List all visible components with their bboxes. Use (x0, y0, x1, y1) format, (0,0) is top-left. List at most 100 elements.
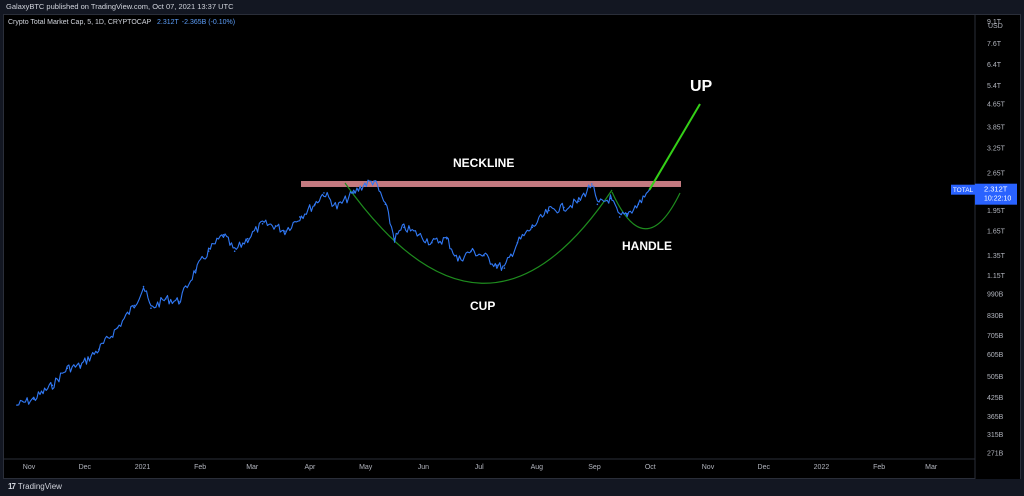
price-data-point (222, 234, 225, 236)
last-price-value: 2.312T (984, 185, 1008, 194)
price-tick-label: 315B (987, 432, 1004, 439)
time-tick-label: Aug (531, 464, 544, 471)
price-data-point (298, 216, 301, 218)
cup-arc[interactable] (344, 182, 613, 284)
time-tick-label: 2021 (135, 464, 151, 471)
handle-arc[interactable] (611, 191, 681, 230)
time-tick-label: 2022 (814, 464, 830, 471)
neckline-label: NECKLINE (453, 156, 515, 170)
price-data-point (503, 267, 506, 269)
time-tick-label: Jul (475, 464, 484, 471)
price-tick-label: 4.65T (987, 101, 1006, 108)
price-data-point (336, 206, 338, 209)
footer-bar: 17 TradingView (0, 479, 1024, 496)
price-axis-unit: USD (988, 23, 1003, 30)
price-data-point (373, 180, 375, 182)
price-data-point (207, 250, 210, 253)
price-data-point (364, 183, 366, 185)
time-tick-label: Sep (588, 464, 601, 471)
price-data-point (66, 367, 69, 370)
chart-legend: Crypto Total Market Cap, 5, 1D, CRYPTOCA… (8, 19, 238, 26)
time-tick-label: Nov (23, 464, 36, 471)
price-data-point (609, 197, 612, 200)
price-data-point (194, 269, 197, 271)
tradingview-logo-icon: 17 (8, 482, 16, 491)
price-data-point (352, 192, 355, 194)
price-data-point (637, 203, 640, 206)
price-data-point (32, 398, 35, 400)
price-tag-symbol: TOTAL (953, 187, 974, 194)
time-tick-label: Oct (645, 464, 656, 471)
price-tick-label: 505B (987, 374, 1004, 381)
price-data-point (51, 384, 54, 387)
time-tick-label: May (359, 464, 373, 471)
price-tick-label: 7.6T (987, 41, 1002, 48)
price-data-point (323, 192, 325, 194)
price-data-point (384, 203, 387, 206)
price-tick-label: 1.95T (987, 208, 1006, 215)
price-data-point (470, 250, 472, 253)
price-tick-label: 271B (987, 450, 1004, 457)
price-data-point (516, 241, 519, 244)
price-data-point (233, 250, 236, 253)
time-tick-label: Dec (79, 464, 92, 471)
time-tick-label: Nov (702, 464, 715, 471)
price-data-point (284, 230, 286, 232)
price-data-point (445, 237, 448, 240)
time-tick-label: Mar (246, 464, 259, 471)
publisher-text: GalaxyBTC published on TradingView.com, … (6, 2, 234, 11)
price-series-line[interactable] (17, 179, 650, 406)
price-tag-symbol-box (951, 184, 975, 195)
cup-label: CUP (470, 299, 496, 313)
time-tick-label: Apr (304, 464, 316, 471)
price-tick-label: 705B (987, 333, 1004, 340)
price-axis-panel[interactable] (975, 15, 1020, 479)
price-tick-label: 5.4T (987, 83, 1002, 90)
price-tick-label: 9.1T (987, 19, 1002, 26)
price-data-point (246, 237, 249, 240)
time-tick-label: Feb (194, 464, 206, 471)
price-data-point (548, 209, 550, 212)
handle-label: HANDLE (622, 239, 672, 253)
price-data-point (261, 222, 264, 225)
price-tick-label: 990B (987, 291, 1004, 298)
time-tick-label: Dec (758, 464, 771, 471)
price-data-point (165, 298, 167, 300)
price-data-point (79, 365, 82, 367)
price-data-point (133, 304, 136, 307)
bar-countdown: 10:22:10 (984, 196, 1011, 203)
legend-values: 2.312T -2.365B (-0.10%) (157, 19, 238, 26)
price-data-point (178, 300, 180, 303)
price-data-point (142, 285, 145, 288)
legend-symbol: Crypto Total Market Cap, 5, 1D, CRYPTOCA… (8, 19, 152, 26)
price-data-point (313, 203, 316, 206)
price-data-point (431, 241, 433, 244)
up-arrow-line[interactable] (648, 103, 701, 191)
price-data-point (150, 307, 152, 310)
price-tick-label: 425B (987, 395, 1004, 402)
price-tick-label: 3.25T (987, 145, 1006, 152)
time-tick-label: Feb (873, 464, 885, 471)
tradingview-brand[interactable]: 17 TradingView (8, 482, 62, 491)
up-label: UP (690, 78, 713, 95)
price-tick-label: 6.4T (987, 62, 1002, 69)
price-data-point (618, 216, 621, 218)
neckline-bar[interactable] (301, 180, 681, 187)
price-data-point (531, 226, 534, 229)
brand-text: TradingView (17, 482, 62, 491)
price-data-point (563, 206, 565, 209)
price-data-point (116, 327, 119, 329)
price-tick-label: 830B (987, 313, 1004, 320)
price-data-point (457, 259, 459, 262)
price-data-point (496, 264, 498, 266)
chart-frame[interactable] (3, 14, 1021, 479)
legend-change: -2.365B (-0.10%) (181, 19, 236, 26)
time-tick-label: Jun (418, 464, 429, 471)
last-price-box (975, 183, 1017, 205)
price-data-point (403, 226, 405, 229)
price-data-point (483, 254, 485, 257)
legend-last: 2.312T (157, 19, 179, 26)
price-data-point (16, 404, 18, 406)
publisher-bar: GalaxyBTC published on TradingView.com, … (0, 0, 1024, 14)
